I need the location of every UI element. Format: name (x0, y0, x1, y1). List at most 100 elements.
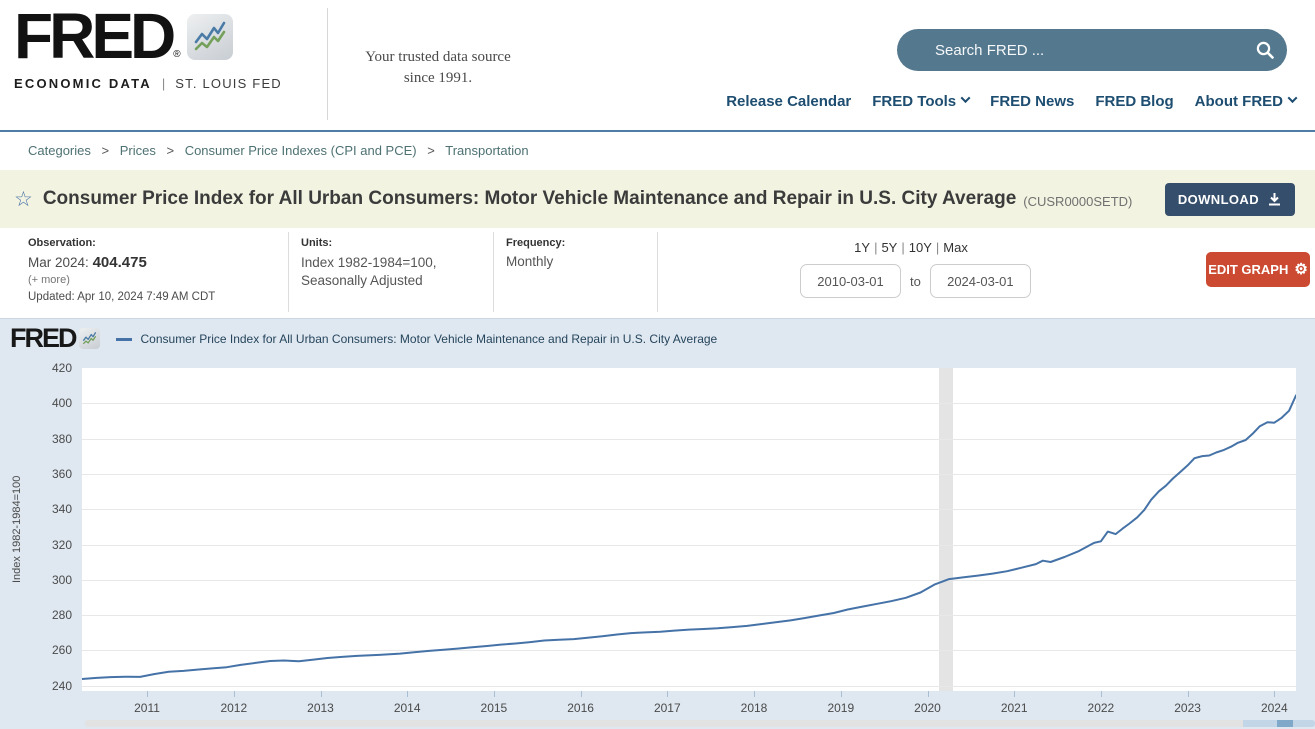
breadcrumb-cpi-pce[interactable]: Consumer Price Indexes (CPI and PCE) (184, 143, 417, 158)
range-separator: | (935, 240, 940, 255)
logo-subtitle-stlouis-fed: ST. LOUIS FED (175, 76, 282, 91)
breadcrumb-transportation[interactable]: Transportation (445, 143, 529, 158)
frequency-value: Monthly (506, 254, 554, 269)
y-axis-tick-label: 360 (51, 466, 72, 481)
fred-logo-text: FRED (14, 0, 176, 72)
end-date-input[interactable] (929, 264, 1031, 298)
gridline (82, 685, 1296, 687)
range-max[interactable]: Max (943, 240, 968, 255)
registered-mark: ® (173, 49, 181, 60)
x-axis-tick-mark (1100, 691, 1102, 697)
tagline: Your trusted data source since 1991. (338, 47, 538, 89)
frequency-label: Frequency: (506, 237, 566, 249)
meta-divider (493, 232, 494, 312)
breadcrumb-separator: > (101, 143, 110, 158)
x-axis-tick-mark (1187, 691, 1189, 697)
y-axis-tick-label: 240 (51, 678, 72, 693)
gridline (82, 579, 1296, 581)
nav-fred-tools[interactable]: FRED Tools (872, 93, 971, 110)
gridline (82, 650, 1296, 652)
chart-section: FRED Consumer Price Index for All Urban … (0, 318, 1315, 729)
x-axis-tick-mark (840, 691, 842, 697)
x-axis-tick-mark (320, 691, 322, 697)
x-axis-tick-label: 2021 (1000, 701, 1028, 715)
chart-header: FRED Consumer Price Index for All Urban … (10, 323, 717, 353)
main-nav: Release Calendar FRED Tools FRED News FR… (726, 93, 1298, 110)
gridline (82, 438, 1296, 440)
x-axis-tick-label: 2024 (1260, 701, 1288, 715)
breadcrumb-categories[interactable]: Categories (28, 143, 91, 158)
range-1y[interactable]: 1Y (854, 240, 871, 255)
site-header: FRED ® ECONOMIC DATA | ST. LOUIS FED You… (0, 0, 1315, 130)
x-axis-tick-mark (1014, 691, 1016, 697)
more-observations-link[interactable]: (+ more) (28, 274, 70, 286)
gridline (82, 544, 1296, 546)
x-axis-tick-mark (580, 691, 582, 697)
x-axis-tick-label: 2020 (914, 701, 941, 715)
nav-release-calendar[interactable]: Release Calendar (726, 93, 852, 110)
chevron-down-icon (960, 93, 971, 104)
x-axis-tick-label: 2014 (393, 701, 421, 715)
logo-subtitle-divider: | (161, 76, 166, 91)
favorite-star-icon[interactable]: ☆ (14, 187, 33, 211)
header-vertical-divider (327, 8, 328, 120)
fred-chart-icon (186, 14, 233, 60)
x-axis-tick-mark (667, 691, 669, 697)
meta-divider (288, 232, 289, 312)
y-axis-title: Index 1982-1984=100 (11, 475, 23, 583)
gridline (82, 615, 1296, 617)
x-axis-tick-mark (407, 691, 409, 697)
y-axis-tick-label: 280 (51, 608, 72, 623)
gear-icon: ⚙ (1294, 261, 1308, 278)
x-axis-tick-mark (1274, 691, 1276, 697)
range-5y[interactable]: 5Y (881, 240, 898, 255)
range-slider-track[interactable] (85, 720, 1315, 727)
x-axis-tick-label: 2012 (220, 701, 248, 715)
fred-watermark: FRED (10, 323, 77, 353)
units-label: Units: (301, 237, 333, 249)
plot-area[interactable] (82, 368, 1296, 691)
nav-about-fred[interactable]: About FRED (1195, 93, 1298, 110)
download-button[interactable]: DOWNLOAD (1164, 182, 1295, 216)
date-range-controls: 1Y|5Y|10Y|Max to (800, 240, 1031, 298)
legend-line-swatch (115, 337, 132, 341)
header-rule (0, 130, 1315, 132)
nav-fred-blog[interactable]: FRED Blog (1095, 93, 1174, 110)
x-axis-tick-mark (493, 691, 495, 697)
range-10y[interactable]: 10Y (908, 240, 932, 255)
meta-divider (657, 232, 658, 312)
range-separator: | (901, 240, 905, 255)
chevron-down-icon (1287, 93, 1298, 104)
updated-timestamp: Updated: Apr 10, 2024 7:49 AM CDT (28, 291, 216, 303)
chart-legend: Consumer Price Index for All Urban Consu… (115, 332, 717, 346)
x-axis-tick-mark (754, 691, 755, 697)
nav-fred-news[interactable]: FRED News (990, 93, 1075, 110)
x-axis-tick-label: 2016 (567, 701, 594, 715)
fred-watermark-icon (78, 327, 100, 349)
to-label: to (910, 273, 921, 289)
y-axis-tick-label: 380 (51, 431, 72, 446)
start-date-input[interactable] (800, 264, 901, 298)
data-line (82, 394, 1296, 680)
tagline-line2: since 1991. (403, 70, 473, 86)
search-input[interactable] (935, 41, 1243, 59)
gridline (82, 403, 1296, 405)
range-slider-handle[interactable] (1277, 720, 1293, 727)
x-axis-tick-label: 2019 (827, 701, 855, 715)
search-button[interactable] (1243, 29, 1287, 71)
observation-value: 404.475 (92, 254, 147, 271)
x-axis-tick-mark (233, 691, 235, 697)
x-axis-tick-label: 2015 (480, 701, 508, 715)
breadcrumb-prices[interactable]: Prices (119, 143, 156, 158)
search-bar[interactable] (897, 29, 1287, 71)
units-value: Index 1982-1984=100, Seasonally Adjusted (301, 255, 437, 288)
series-title-bar: ☆ Consumer Price Index for All Urban Con… (0, 170, 1315, 228)
breadcrumb: Categories > Prices > Consumer Price Ind… (28, 143, 529, 158)
y-axis-tick-label: 340 (51, 502, 72, 517)
edit-graph-button[interactable]: EDIT GRAPH ⚙ (1206, 252, 1310, 287)
range-separator: | (874, 240, 878, 255)
x-axis-tick-label: 2018 (740, 701, 768, 715)
gridline (82, 473, 1296, 475)
recession-band (938, 368, 954, 691)
fred-logo[interactable]: FRED ® ECONOMIC DATA | ST. LOUIS FED (14, 0, 282, 91)
